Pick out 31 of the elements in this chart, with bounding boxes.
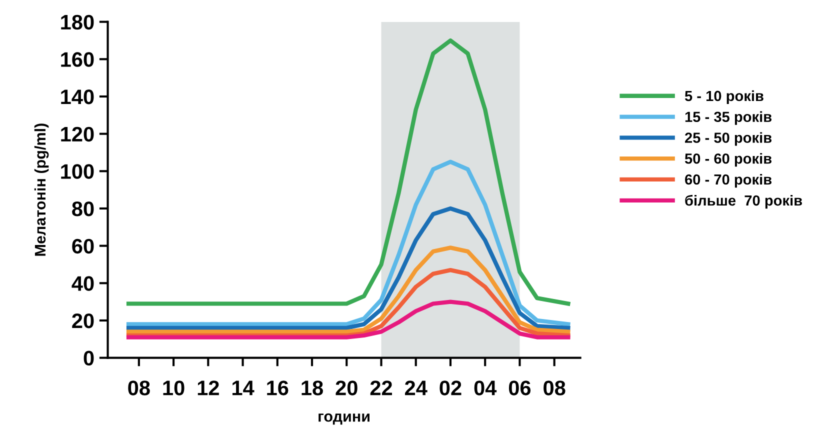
legend-label: 50 - 60 років bbox=[684, 153, 772, 167]
legend-label: 15 - 35 років bbox=[685, 111, 772, 125]
y-tick-label: 140 bbox=[61, 89, 94, 104]
y-tick-label: 40 bbox=[72, 276, 94, 291]
legend-label: 5 - 10 років bbox=[684, 90, 764, 104]
x-tick-label: 22 bbox=[370, 380, 392, 396]
x-tick-label: 06 bbox=[508, 380, 531, 396]
x-tick-label: 24 bbox=[405, 380, 428, 396]
y-tick-label: 20 bbox=[72, 313, 94, 328]
x-tick-label: 04 bbox=[474, 380, 497, 396]
legend-label: більше 70 років bbox=[685, 194, 802, 209]
y-tick-label: 180 bbox=[61, 14, 94, 30]
legend-label: 60 - 70 років bbox=[685, 174, 772, 188]
y-tick-label: 100 bbox=[61, 164, 94, 179]
y-tick-label: 0 bbox=[84, 350, 94, 366]
x-tick-label: 14 bbox=[232, 380, 254, 396]
y-tick-label: 120 bbox=[61, 126, 94, 142]
x-tick-label: 16 bbox=[267, 380, 288, 396]
x-tick-label: 08 bbox=[544, 380, 566, 396]
y-tick-label: 80 bbox=[72, 201, 94, 216]
x-tick-label: 20 bbox=[336, 380, 358, 396]
x-tick-label: 08 bbox=[128, 380, 150, 396]
x-tick-label: 02 bbox=[440, 380, 462, 396]
y-axis-title: Мелатонін (pg/ml) bbox=[34, 124, 49, 256]
legend-label: 25 - 50 років bbox=[684, 132, 772, 146]
y-tick-label: 60 bbox=[72, 238, 94, 254]
x-tick-label: 10 bbox=[163, 380, 184, 396]
x-axis-title: години bbox=[318, 413, 370, 425]
y-tick-label: 160 bbox=[61, 52, 94, 67]
x-tick-label: 18 bbox=[302, 380, 323, 396]
x-tick-label: 12 bbox=[198, 380, 219, 396]
